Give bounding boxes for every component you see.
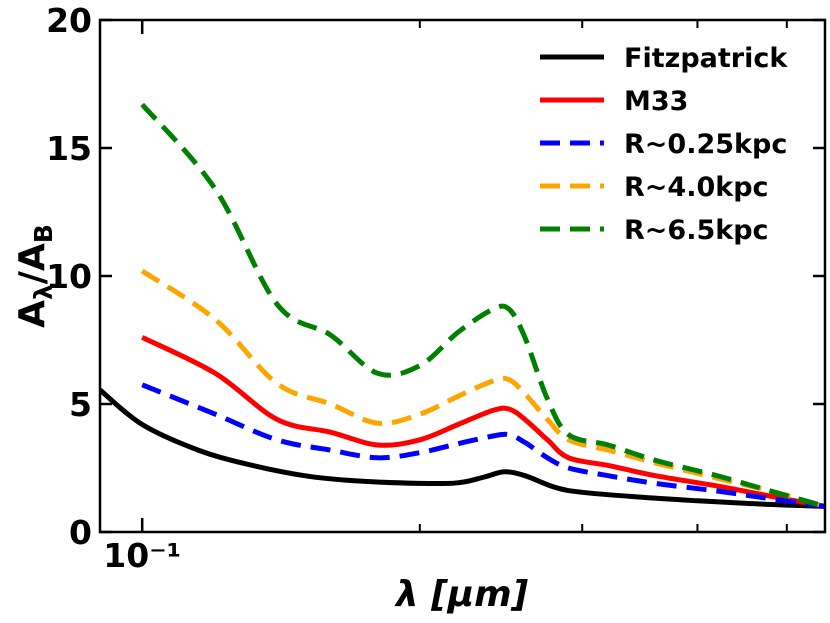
y-tick-label: 5 bbox=[69, 385, 92, 424]
legend-label-3: R~4.0kpc bbox=[624, 172, 769, 203]
legend: Fitzpatrick M33 R~0.25kpc R~4.0kpc R~6.5kpc bbox=[540, 43, 788, 246]
y-axis-label-subscript-lambda: λ bbox=[29, 284, 58, 300]
legend-label-4: R~6.5kpc bbox=[624, 215, 769, 246]
series-layer bbox=[100, 102, 825, 509]
y-tick-label: 20 bbox=[46, 1, 92, 40]
y-axis-label-divider: /A bbox=[12, 243, 53, 284]
y-tick-label: 0 bbox=[69, 513, 92, 552]
series-line-1 bbox=[141, 335, 825, 509]
legend-label-0: Fitzpatrick bbox=[624, 43, 788, 74]
y-axis-label-subscript-b: B bbox=[29, 224, 58, 243]
ticks-layer: 0 5 10 15 20 10⁻¹ bbox=[46, 1, 825, 575]
legend-label-2: R~0.25kpc bbox=[624, 129, 787, 160]
series-line-4 bbox=[140, 102, 825, 509]
y-axis-label-main: A bbox=[12, 300, 53, 328]
y-tick-label: 15 bbox=[46, 129, 92, 168]
legend-label-1: M33 bbox=[624, 86, 688, 117]
x-axis-label: λ [μm] bbox=[394, 574, 529, 615]
series-line-3 bbox=[140, 268, 825, 509]
series-line-2 bbox=[141, 382, 825, 509]
series-line-0 bbox=[100, 387, 825, 509]
y-axis-label: Aλ/AB bbox=[12, 224, 58, 328]
y-tick-label: 10 bbox=[46, 257, 92, 296]
x-tick-label: 10⁻¹ bbox=[103, 536, 181, 575]
